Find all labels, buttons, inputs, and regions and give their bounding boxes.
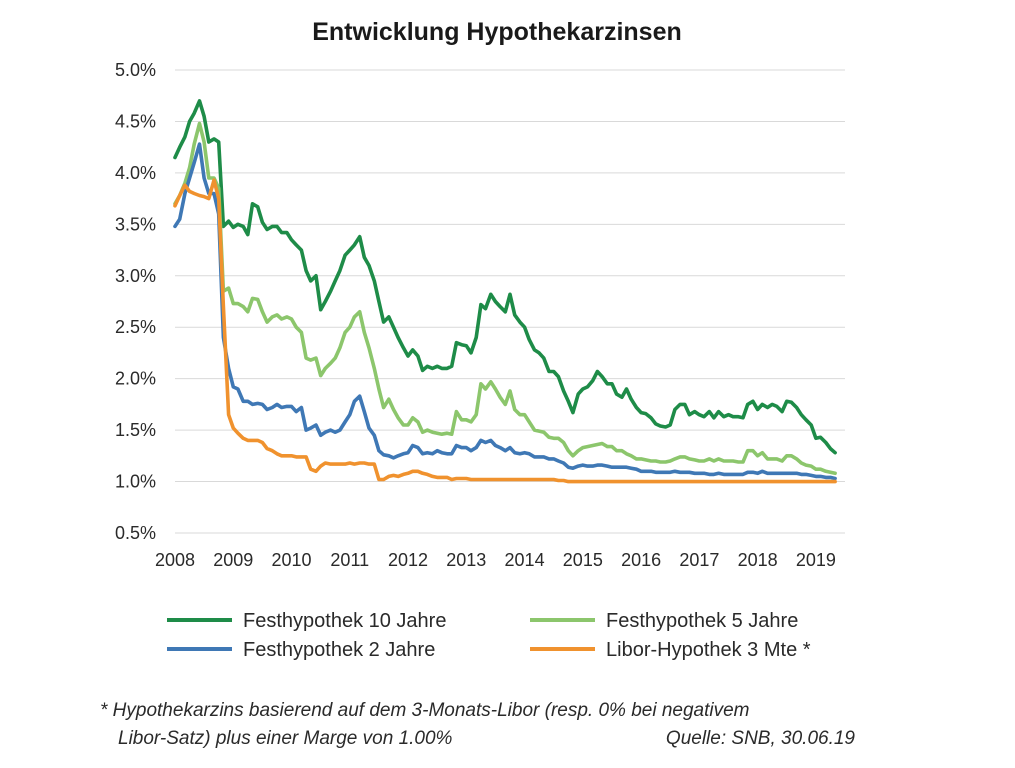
legend-label-festhypothek-5: Festhypothek 5 Jahre xyxy=(606,610,798,632)
legend-label-festhypothek-2: Festhypothek 2 Jahre xyxy=(243,639,435,661)
footnote-source: Quelle: SNB, 30.06.19 xyxy=(666,728,855,749)
gridlines xyxy=(175,69,845,534)
series-line-libor-hypothek-3-mte xyxy=(173,178,837,484)
x-tick-label: 2014 xyxy=(505,550,545,570)
chart-title: Entwicklung Hypothekarzinsen xyxy=(312,18,682,46)
y-tick-label: 5.0% xyxy=(115,60,156,80)
x-tick-label: 2012 xyxy=(388,550,428,570)
footnote-line-1: * Hypothekarzins basierend auf dem 3-Mon… xyxy=(100,700,750,721)
footnote-line-2: Libor-Satz) plus einer Marge von 1.00% xyxy=(118,728,453,749)
x-tick-label: 2008 xyxy=(155,550,195,570)
y-tick-label: 1.5% xyxy=(115,420,156,440)
x-tick-label: 2011 xyxy=(330,550,369,570)
y-tick-label: 2.5% xyxy=(115,317,156,337)
legend: Festhypothek 10 Jahre Festhypothek 5 Jah… xyxy=(167,610,811,661)
x-tick-label: 2010 xyxy=(271,550,311,570)
series-line-festhypothek-2-jahre xyxy=(173,142,837,481)
x-tick-label: 2009 xyxy=(213,550,253,570)
series-line-festhypothek-10-jahre xyxy=(173,99,837,455)
x-tick-label: 2016 xyxy=(621,550,661,570)
y-tick-label: 4.5% xyxy=(115,111,156,131)
x-tick-label: 2018 xyxy=(738,550,778,570)
series-lines xyxy=(173,99,837,484)
x-tick-label: 2019 xyxy=(796,550,836,570)
x-tick-label: 2015 xyxy=(563,550,603,570)
y-axis-ticks: 0.5% 1.0% 1.5% 2.0% 2.5% 3.0% 3.5% 4.0% 4.5% 5.0% xyxy=(115,60,156,543)
y-tick-label: 0.5% xyxy=(115,523,156,543)
legend-label-libor-hypothek: Libor-Hypothek 3 Mte * xyxy=(606,639,811,661)
y-tick-label: 3.0% xyxy=(115,266,156,286)
x-tick-label: 2017 xyxy=(679,550,719,570)
footnote: * Hypothekarzins basierend auf dem 3-Mon… xyxy=(100,700,855,749)
x-tick-label: 2013 xyxy=(446,550,486,570)
x-axis-ticks: 2008 2009 2010 2011 2012 2013 2014 2015 2016 2017… xyxy=(155,550,836,570)
legend-label-festhypothek-10: Festhypothek 10 Jahre xyxy=(243,610,446,632)
y-tick-label: 3.5% xyxy=(115,214,156,234)
y-tick-label: 1.0% xyxy=(115,472,156,492)
y-tick-label: 4.0% xyxy=(115,163,156,183)
y-tick-label: 2.0% xyxy=(115,369,156,389)
series-line-festhypothek-5-jahre xyxy=(173,121,837,476)
